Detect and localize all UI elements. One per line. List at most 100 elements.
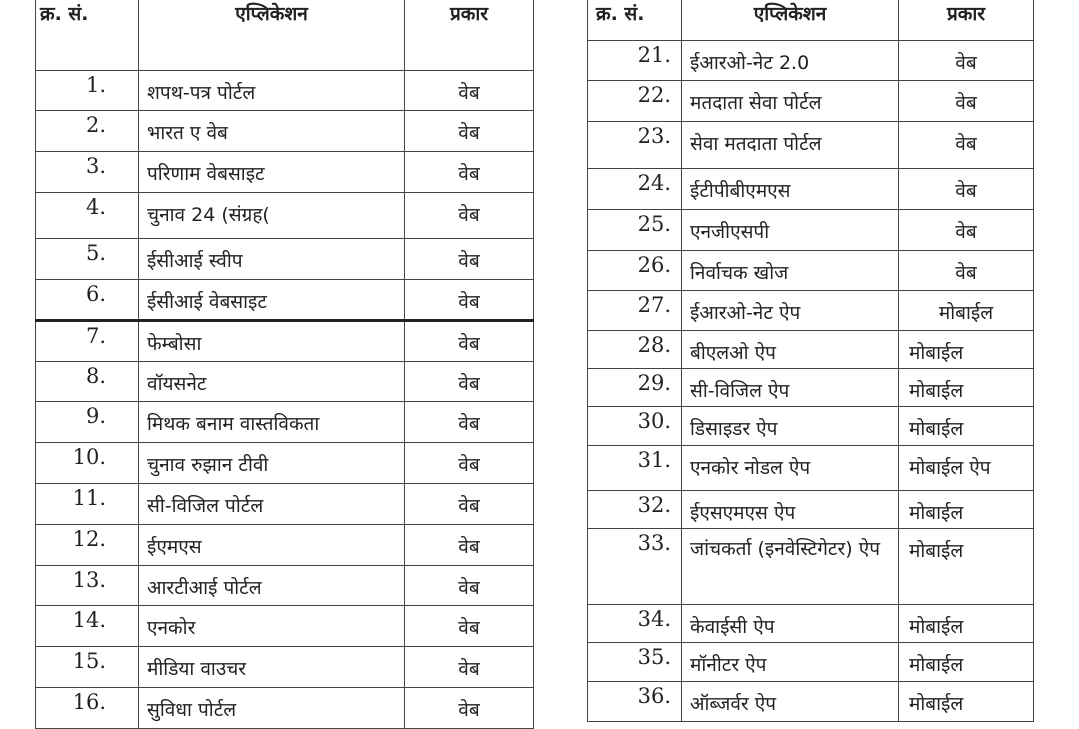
application-type: वेब — [898, 121, 1034, 169]
table-row: 23. सेवा मतदाता पोर्टल वेब — [587, 121, 1034, 169]
table-row: 26. निर्वाचक खोज वेब — [587, 250, 1034, 291]
header-serial: क्र. सं. — [35, 0, 139, 71]
table-row: 35. मॉनीटर ऐप मोबाईल — [587, 642, 1034, 682]
serial-number: 8. — [35, 361, 139, 402]
table-row: 11. सी-विजिल पोर्टल वेब — [35, 483, 534, 525]
application-type: मोबाईल — [898, 406, 1034, 446]
serial-number: 24. — [587, 168, 682, 210]
application-name: फेम्बोसा — [138, 319, 405, 362]
applications-table-right: क्र. सं. एप्लिकेशन प्रकार 21. ईआरओ-नेट 2.… — [587, 0, 1034, 722]
header-type: प्रकार — [898, 0, 1034, 41]
application-name: मिथक बनाम वास्तविकता — [138, 401, 405, 443]
application-name: ईसीआई वेबसाइट — [138, 279, 405, 321]
serial-number: 5. — [35, 238, 139, 280]
application-type: वेब — [404, 361, 534, 402]
application-type: मोबाईल — [898, 290, 1034, 331]
table-row: 12. ईएमएस वेब — [35, 524, 534, 566]
application-type: मोबाईल — [898, 642, 1034, 682]
serial-number: 11. — [35, 483, 139, 525]
application-name: सेवा मतदाता पोर्टल — [681, 121, 899, 169]
serial-number: 9. — [35, 401, 139, 443]
serial-number: 6. — [35, 279, 139, 321]
application-name: एनजीएसपी — [681, 209, 899, 251]
application-name: आरटीआई पोर्टल — [138, 565, 405, 606]
table-row: 33. जांचकर्ता (इनवेस्टिगेटर) ऐप मोबाईल — [587, 528, 1034, 605]
table-row: 13. आरटीआई पोर्टल वेब — [35, 565, 534, 606]
header-application: एप्लिकेशन — [681, 0, 899, 41]
application-name: एनकोर नोडल ऐप — [681, 445, 899, 491]
application-name: ईसीआई स्वीप — [138, 238, 405, 280]
table-row: 7. फेम्बोसा वेब — [35, 319, 534, 362]
serial-number: 25. — [587, 209, 682, 251]
serial-number: 2. — [35, 110, 139, 152]
application-name: डिसाइडर ऐप — [681, 406, 899, 446]
serial-number: 16. — [35, 687, 139, 729]
application-name: मतदाता सेवा पोर्टल — [681, 80, 899, 122]
application-name: ऑब्जर्वर ऐप — [681, 681, 899, 722]
application-type: मोबाईल — [898, 368, 1034, 407]
application-name: चुनाव 24 (संग्रह( — [138, 192, 405, 239]
application-type: वेब — [404, 192, 534, 239]
serial-number: 31. — [587, 445, 682, 491]
serial-number: 3. — [35, 151, 139, 193]
serial-number: 35. — [587, 642, 682, 682]
application-name: एनकोर — [138, 605, 405, 647]
table-row: 22. मतदाता सेवा पोर्टल वेब — [587, 80, 1034, 122]
table-row: 1. शपथ-पत्र पोर्टल वेब — [35, 70, 534, 111]
table-row: 3. परिणाम वेबसाइट वेब — [35, 151, 534, 193]
header-serial: क्र. सं. — [587, 0, 682, 41]
application-type: वेब — [404, 70, 534, 111]
serial-number: 23. — [587, 121, 682, 169]
application-type: वेब — [404, 687, 534, 729]
serial-number: 28. — [587, 330, 682, 369]
table-row: 16. सुविधा पोर्टल वेब — [35, 687, 534, 729]
application-name: सी-विजिल ऐप — [681, 368, 899, 407]
application-name: सुविधा पोर्टल — [138, 687, 405, 729]
application-name: ईआरओ-नेट 2.0 — [681, 40, 899, 81]
serial-number: 33. — [587, 528, 682, 605]
serial-number: 22. — [587, 80, 682, 122]
application-name: शपथ-पत्र पोर्टल — [138, 70, 405, 111]
application-type: वेब — [404, 646, 534, 688]
application-name: मीडिया वाउचर — [138, 646, 405, 688]
application-name: वॉयसनेट — [138, 361, 405, 402]
application-name: ईआरओ-नेट ऐप — [681, 290, 899, 331]
serial-number: 27. — [587, 290, 682, 331]
application-type: वेब — [898, 168, 1034, 210]
serial-number: 29. — [587, 368, 682, 407]
application-type: वेब — [898, 209, 1034, 251]
application-name: भारत ए वेब — [138, 110, 405, 152]
table-row: 27. ईआरओ-नेट ऐप मोबाईल — [587, 290, 1034, 331]
application-type: वेब — [404, 238, 534, 280]
serial-number: 32. — [587, 490, 682, 529]
table-row: 24. ईटीपीबीएमएस वेब — [587, 168, 1034, 210]
serial-number: 13. — [35, 565, 139, 606]
table-row: 2. भारत ए वेब वेब — [35, 110, 534, 152]
table-row: 6. ईसीआई वेबसाइट वेब — [35, 279, 534, 321]
application-type: मोबाईल — [898, 490, 1034, 529]
application-type: वेब — [898, 40, 1034, 81]
application-name: जांचकर्ता (इनवेस्टिगेटर) ऐप — [681, 528, 899, 605]
application-name: ईएसएमएस ऐप — [681, 490, 899, 529]
serial-number: 14. — [35, 605, 139, 647]
table-row: 36. ऑब्जर्वर ऐप मोबाईल — [587, 681, 1034, 722]
table-row: 29. सी-विजिल ऐप मोबाईल — [587, 368, 1034, 407]
table-row: 4. चुनाव 24 (संग्रह(वेब — [35, 192, 534, 239]
application-type: वेब — [404, 524, 534, 566]
table-row: 5. ईसीआई स्वीप वेब — [35, 238, 534, 280]
application-type: मोबाईल — [898, 528, 1034, 605]
applications-table-left: क्र. सं. एप्लिकेशन प्रकार 1. शपथ-पत्र पोर… — [35, 0, 534, 729]
serial-number: 26. — [587, 250, 682, 291]
application-type: वेब — [404, 319, 534, 362]
application-type: मोबाईल — [898, 330, 1034, 369]
table-row: 31. एनकोर नोडल ऐप मोबाईल ऐप — [587, 445, 1034, 491]
application-type: वेब — [898, 80, 1034, 122]
application-type: मोबाईल ऐप — [898, 445, 1034, 491]
header-type: प्रकार — [404, 0, 534, 71]
table-row: 25. एनजीएसपी वेब — [587, 209, 1034, 251]
serial-number: 12. — [35, 524, 139, 566]
application-name: सी-विजिल पोर्टल — [138, 483, 405, 525]
application-type: वेब — [404, 442, 534, 484]
application-type: वेब — [898, 250, 1034, 291]
application-name: चुनाव रुझान टीवी — [138, 442, 405, 484]
